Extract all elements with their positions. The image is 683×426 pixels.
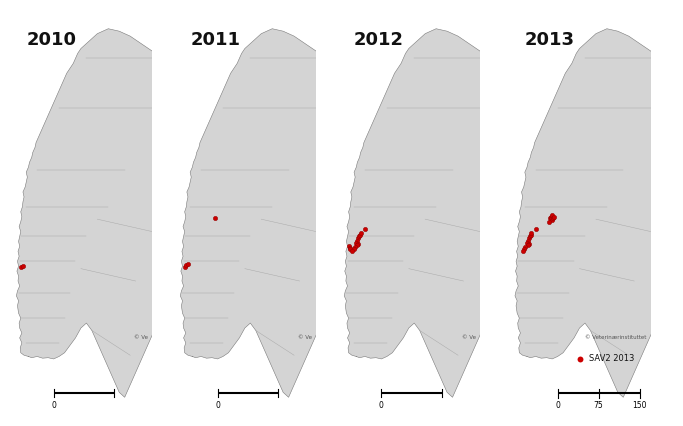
Point bbox=[359, 226, 370, 233]
Point bbox=[546, 213, 557, 220]
Text: 2013: 2013 bbox=[525, 31, 575, 49]
Point bbox=[522, 242, 533, 248]
Point bbox=[210, 215, 221, 222]
Point bbox=[346, 248, 357, 254]
Point bbox=[517, 248, 528, 254]
Point bbox=[546, 217, 557, 224]
Text: 0: 0 bbox=[51, 401, 56, 410]
Point bbox=[520, 244, 531, 250]
Point bbox=[526, 229, 537, 236]
Point bbox=[545, 216, 556, 223]
Point bbox=[182, 260, 193, 267]
Point bbox=[180, 264, 191, 271]
Text: 150: 150 bbox=[632, 401, 647, 410]
Point bbox=[524, 241, 535, 248]
Text: 0: 0 bbox=[555, 401, 560, 410]
Point bbox=[348, 245, 359, 252]
Point bbox=[522, 239, 533, 246]
Text: 2011: 2011 bbox=[190, 31, 240, 49]
Point bbox=[344, 246, 355, 253]
Point bbox=[522, 238, 533, 245]
Text: 0: 0 bbox=[379, 401, 384, 410]
Polygon shape bbox=[180, 26, 447, 397]
Polygon shape bbox=[16, 26, 283, 397]
Point bbox=[18, 263, 29, 270]
Point bbox=[546, 212, 557, 219]
Point bbox=[351, 242, 362, 248]
Point bbox=[180, 262, 191, 268]
Point bbox=[530, 226, 541, 233]
Text: 2012: 2012 bbox=[354, 31, 404, 49]
Point bbox=[345, 244, 356, 251]
Point bbox=[344, 242, 354, 249]
Text: SAV2 2013: SAV2 2013 bbox=[589, 354, 635, 363]
Text: 75: 75 bbox=[594, 401, 604, 410]
Text: © Ve: © Ve bbox=[298, 334, 312, 340]
Point bbox=[351, 239, 362, 246]
Point bbox=[548, 215, 559, 222]
Text: 2010: 2010 bbox=[26, 31, 76, 49]
Point bbox=[354, 233, 365, 240]
Point bbox=[544, 218, 555, 225]
Text: © Ve: © Ve bbox=[134, 334, 148, 340]
Text: 0: 0 bbox=[215, 401, 220, 410]
Point bbox=[349, 244, 360, 250]
Point bbox=[519, 245, 530, 252]
Point bbox=[352, 235, 363, 242]
Point bbox=[16, 264, 27, 271]
Point bbox=[549, 213, 560, 220]
Polygon shape bbox=[515, 26, 683, 397]
Point bbox=[355, 229, 366, 236]
Polygon shape bbox=[344, 26, 611, 397]
Text: © Veterinærinstituttet: © Veterinærinstituttet bbox=[585, 334, 647, 340]
Point bbox=[544, 215, 555, 222]
Point bbox=[353, 241, 364, 248]
Point bbox=[354, 232, 365, 239]
Point bbox=[523, 235, 534, 242]
Text: © Ve: © Ve bbox=[462, 334, 476, 340]
Point bbox=[352, 238, 363, 245]
Point bbox=[525, 233, 535, 240]
Point bbox=[525, 232, 536, 239]
